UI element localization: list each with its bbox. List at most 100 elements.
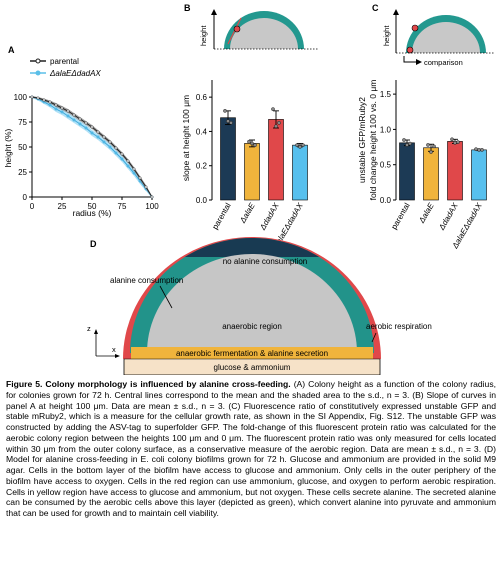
a-point	[42, 98, 46, 102]
b-datapoint	[298, 145, 302, 149]
c-ytick-label: 1.0	[380, 125, 392, 134]
c-schematic-comparison: comparison	[424, 58, 463, 67]
c-datapoint	[456, 140, 460, 144]
b-datapoint	[274, 124, 278, 129]
c-datapoint	[477, 148, 481, 152]
c-bar-0	[399, 142, 415, 201]
panel-letter-a: A	[8, 45, 15, 55]
schematic-b: height	[199, 9, 318, 50]
a-point	[120, 152, 124, 156]
b-datapoint	[295, 143, 299, 147]
a-ytick-label: 100	[14, 93, 28, 102]
c-datapoint	[474, 147, 478, 152]
b-bar-2	[268, 119, 284, 201]
a-point	[96, 135, 100, 139]
c-datapoint	[402, 138, 406, 142]
a-xtick-label: 75	[118, 202, 127, 211]
a-point	[54, 103, 58, 107]
b-bar-1	[244, 143, 260, 201]
a-point	[114, 151, 118, 155]
b-datapoint	[277, 121, 281, 125]
a-point	[48, 103, 52, 107]
label-substrate: glucose & ammonium	[214, 363, 291, 372]
schematic-c: height comparison	[382, 9, 494, 67]
b-category-label: ΔalaE	[238, 201, 257, 225]
b-datapoint	[271, 107, 275, 111]
a-ylabel: height (%)	[3, 128, 13, 167]
a-xtick-label: 0	[30, 202, 35, 211]
a-ytick-label: 75	[18, 118, 27, 127]
b-datapoint	[223, 109, 227, 113]
a-point	[84, 121, 88, 125]
a-line-0	[31, 96, 153, 198]
a-point	[66, 109, 70, 113]
a-xlabel: radius (%)	[73, 208, 112, 218]
c-ylabel-1: unstable GFP/mRuby2	[357, 97, 367, 183]
c-datapoint	[453, 140, 457, 145]
c-datapoint	[450, 137, 454, 142]
c-ytick-label: 0.0	[380, 196, 392, 205]
a-xtick-label: 50	[88, 202, 97, 211]
axes-indicator: z x	[87, 324, 120, 358]
c-datapoint	[480, 148, 484, 152]
axis-x-label: x	[112, 345, 116, 354]
figure-caption: Figure 5. Colony morphology is influence…	[6, 379, 496, 519]
c-bar-1	[423, 147, 439, 201]
a-ytick-label: 25	[18, 168, 27, 177]
a-point	[48, 100, 52, 104]
a-band-1	[32, 96, 152, 198]
panel-d: D glucose & ammonium anaerobic region an…	[87, 237, 432, 375]
a-point	[102, 140, 106, 144]
a-point	[132, 167, 136, 171]
legend-mutant: ΔalaEΔdadAX	[49, 69, 101, 78]
a-point	[102, 135, 106, 139]
caption-body: (A) Colony height as a function of the c…	[6, 379, 496, 518]
b-datapoint	[301, 143, 305, 147]
b-datapoint	[229, 121, 233, 125]
a-band-0	[32, 96, 152, 198]
b-ytick-label: 0.4	[196, 127, 208, 136]
a-point	[90, 131, 94, 135]
panel-letter-d: D	[90, 239, 97, 249]
axis-z-label: z	[87, 324, 91, 333]
panel-letter-c: C	[372, 3, 379, 13]
legend-a: parental ΔalaEΔdadAX	[30, 57, 101, 78]
a-ytick-label: 50	[18, 143, 27, 152]
a-point	[78, 117, 82, 121]
b-bar-0	[220, 117, 236, 201]
panel-letter-b: B	[184, 3, 191, 13]
b-bar-3	[292, 144, 308, 201]
b-datapoint	[250, 141, 254, 146]
a-point	[114, 146, 118, 150]
a-point	[60, 106, 64, 110]
a-point	[72, 113, 76, 117]
a-point	[60, 110, 64, 114]
panel-b: B height 0.0 0.2 0.4 0.6 parental ΔalaE ΔdadA…	[181, 3, 318, 251]
a-point	[90, 125, 94, 129]
label-alanine-consumption: alanine consumption	[110, 276, 183, 285]
a-point	[108, 140, 112, 144]
a-point	[66, 114, 70, 118]
a-point	[126, 164, 130, 168]
b-datapoint	[253, 143, 257, 147]
c-ylabel-2: fold change height 100 vs. 0 μm	[368, 80, 378, 201]
a-point	[138, 176, 142, 180]
label-no-alanine: no alanine consumption	[223, 257, 308, 266]
b-datapoint	[226, 119, 230, 123]
c-ytick-label: 0.5	[380, 161, 392, 170]
c-category-label: ΔalaE	[417, 201, 436, 225]
a-xtick-label: 100	[145, 202, 159, 211]
c-datapoint	[405, 143, 409, 147]
panel-a: A parental ΔalaEΔdadAX 0 25 50 75 100 0 25 50 7…	[3, 45, 159, 218]
a-point	[150, 195, 154, 199]
c-bar-2	[447, 141, 463, 201]
a-point	[132, 171, 136, 175]
a-point	[126, 159, 130, 163]
b-category-label: parental	[210, 201, 232, 231]
a-xtick-label: 25	[58, 202, 67, 211]
a-point	[78, 122, 82, 126]
label-anaerobic-region: anaerobic region	[222, 322, 282, 331]
a-point	[54, 107, 58, 111]
a-point	[30, 95, 34, 99]
